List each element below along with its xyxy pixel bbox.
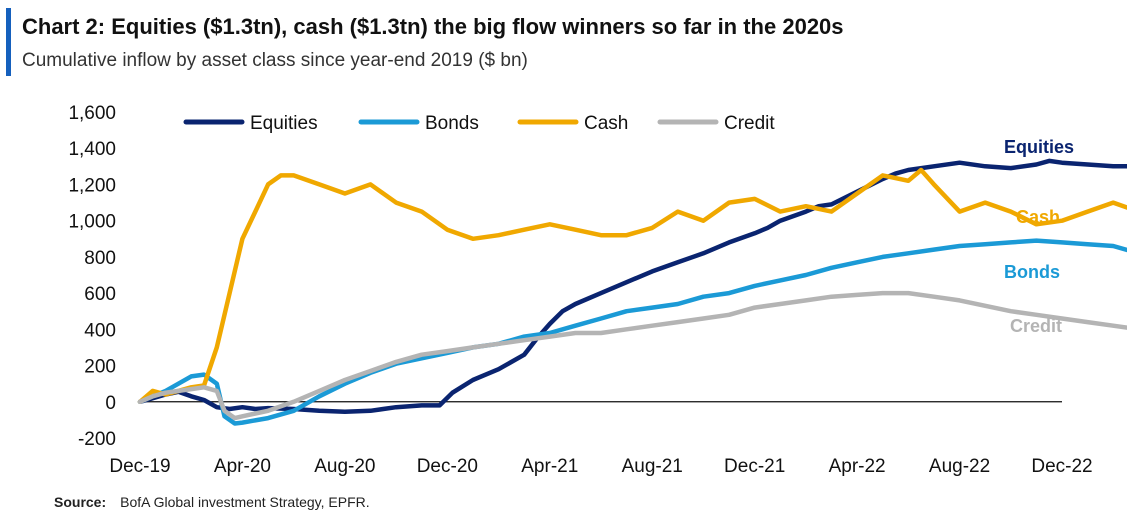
series-line-bonds bbox=[137, 238, 1127, 426]
x-tick-label: Dec-19 bbox=[109, 456, 170, 477]
chart-title: Chart 2: Equities ($1.3tn), cash ($1.3tn… bbox=[22, 14, 844, 39]
series-end-label: Credit bbox=[1010, 316, 1062, 336]
series-end-label: Equities bbox=[1004, 137, 1074, 157]
x-tick-label: Dec-20 bbox=[417, 456, 478, 477]
x-tick-label: Dec-22 bbox=[1031, 456, 1092, 477]
y-tick-label: 1,200 bbox=[68, 175, 116, 196]
legend-label: Bonds bbox=[425, 113, 479, 134]
x-tick-label: Aug-21 bbox=[622, 456, 683, 477]
y-tick-label: -200 bbox=[78, 429, 116, 450]
title-accent-bar bbox=[6, 8, 11, 76]
x-tick-label: Apr-20 bbox=[214, 456, 271, 477]
y-tick-label: 0 bbox=[105, 393, 116, 414]
source-note: Source: BofA Global investment Strategy, … bbox=[54, 494, 370, 510]
y-tick-label: 800 bbox=[84, 248, 116, 269]
chart-subtitle: Cumulative inflow by asset class since y… bbox=[22, 50, 528, 71]
series-end-label: Cash bbox=[1016, 207, 1060, 227]
y-tick-label: 400 bbox=[84, 320, 116, 341]
y-tick-label: 600 bbox=[84, 284, 116, 305]
y-tick-label: 1,000 bbox=[68, 212, 116, 233]
source-text: BofA Global investment Strategy, EPFR. bbox=[120, 494, 370, 510]
series-line-credit bbox=[137, 290, 1127, 421]
x-tick-label: Apr-22 bbox=[829, 456, 886, 477]
x-tick-label: Aug-22 bbox=[929, 456, 990, 477]
y-tick-label: 1,600 bbox=[68, 103, 116, 124]
x-tick-label: Apr-21 bbox=[521, 456, 578, 477]
y-tick-label: 1,400 bbox=[68, 139, 116, 160]
source-label: Source: bbox=[54, 494, 107, 510]
series-line-equities bbox=[137, 158, 1127, 414]
series-line-cash bbox=[137, 167, 1127, 405]
series-end-label: Bonds bbox=[1004, 262, 1060, 282]
x-tick-label: Dec-21 bbox=[724, 456, 785, 477]
legend-label: Credit bbox=[724, 113, 775, 134]
legend-label: Cash bbox=[584, 113, 628, 134]
y-tick-label: 200 bbox=[84, 357, 116, 378]
x-tick-label: Aug-20 bbox=[314, 456, 375, 477]
legend-label: Equities bbox=[250, 113, 318, 134]
